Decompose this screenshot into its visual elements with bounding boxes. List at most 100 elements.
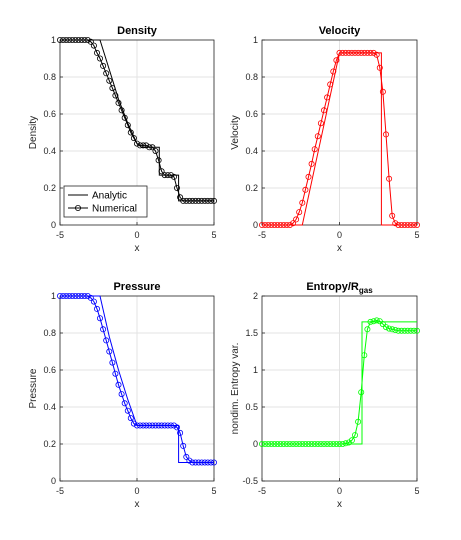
data-point bbox=[348, 49, 355, 56]
data-point bbox=[395, 221, 402, 228]
data-point bbox=[274, 440, 281, 447]
data-point bbox=[317, 440, 324, 447]
data-point bbox=[94, 305, 101, 312]
data-point bbox=[146, 144, 153, 151]
data-point bbox=[158, 168, 165, 175]
data-point bbox=[152, 147, 159, 154]
data-point bbox=[118, 107, 125, 114]
data-point bbox=[170, 422, 177, 429]
data-point bbox=[130, 135, 137, 142]
x-axis-label: x bbox=[337, 499, 342, 510]
data-point bbox=[320, 440, 327, 447]
y-tick-label: 2 bbox=[253, 291, 258, 301]
data-point bbox=[293, 216, 300, 223]
y-axis-label: nondim. Entropy var. bbox=[230, 343, 241, 435]
data-point bbox=[201, 197, 208, 204]
data-point bbox=[358, 389, 365, 396]
data-point bbox=[170, 173, 177, 180]
x-axis-label: x bbox=[337, 243, 342, 254]
y-tick-label: 0 bbox=[253, 220, 258, 230]
x-tick-label: 5 bbox=[211, 230, 216, 240]
data-point bbox=[69, 292, 76, 299]
y-tick-label: 0.8 bbox=[43, 328, 56, 338]
data-point bbox=[289, 440, 296, 447]
y-axis-label: Density bbox=[28, 116, 39, 149]
data-point bbox=[339, 49, 346, 56]
data-point bbox=[302, 440, 309, 447]
y-tick-label: 0 bbox=[51, 476, 56, 486]
data-point bbox=[293, 440, 300, 447]
data-point bbox=[87, 38, 94, 45]
data-point bbox=[167, 172, 174, 179]
y-tick-label: -0.5 bbox=[242, 476, 258, 486]
data-point bbox=[330, 440, 337, 447]
data-point bbox=[345, 49, 352, 56]
data-point bbox=[382, 131, 389, 138]
data-point bbox=[308, 160, 315, 167]
data-point bbox=[100, 62, 107, 69]
data-point bbox=[342, 49, 349, 56]
y-tick-label: 0.2 bbox=[43, 439, 56, 449]
data-point bbox=[112, 92, 119, 99]
data-point bbox=[258, 440, 265, 447]
data-point bbox=[72, 292, 79, 299]
data-point bbox=[280, 221, 287, 228]
data-point bbox=[413, 221, 420, 228]
data-point bbox=[395, 327, 402, 334]
y-tick-label: 1 bbox=[51, 35, 56, 45]
data-point bbox=[158, 422, 165, 429]
data-point bbox=[358, 49, 365, 56]
data-point bbox=[57, 37, 64, 44]
data-point bbox=[152, 422, 159, 429]
data-point bbox=[410, 221, 417, 228]
data-point bbox=[370, 318, 377, 325]
x-tick-label: 0 bbox=[337, 486, 342, 496]
data-point bbox=[361, 352, 368, 359]
data-point bbox=[404, 327, 411, 334]
data-point bbox=[330, 68, 337, 75]
data-point bbox=[407, 327, 414, 334]
chart-title: Pressure bbox=[113, 281, 160, 293]
data-point bbox=[137, 142, 144, 149]
subplot-4: -5 0 5 -0.5 0 0.5 1 1.5 2 Entropy/Rgas x nondim. En… bbox=[230, 281, 420, 510]
data-point bbox=[355, 418, 362, 425]
data-point bbox=[124, 407, 131, 414]
data-point bbox=[348, 437, 355, 444]
y-tick-label: 1 bbox=[51, 291, 56, 301]
y-tick-label: 1 bbox=[253, 35, 258, 45]
data-point bbox=[204, 197, 211, 204]
data-point bbox=[268, 440, 275, 447]
data-point bbox=[410, 327, 417, 334]
data-point bbox=[210, 459, 217, 466]
data-point bbox=[364, 326, 371, 333]
data-point bbox=[66, 292, 73, 299]
legend-entry-analytic: Analytic bbox=[92, 191, 127, 202]
data-point bbox=[333, 440, 340, 447]
data-point bbox=[333, 57, 340, 64]
legend-marker bbox=[75, 204, 82, 211]
data-point bbox=[258, 221, 265, 228]
y-tick-label: 0.8 bbox=[43, 72, 56, 82]
data-point bbox=[389, 212, 396, 219]
data-point bbox=[130, 420, 137, 427]
data-point bbox=[413, 327, 420, 334]
data-point bbox=[109, 359, 116, 366]
data-point bbox=[376, 64, 383, 71]
data-point bbox=[63, 37, 70, 44]
data-point bbox=[189, 459, 196, 466]
y-axis-label: Velocity bbox=[230, 115, 241, 149]
data-point bbox=[392, 326, 399, 333]
data-point bbox=[305, 440, 312, 447]
subplot-1: -5 0 500.20.40.60.81DensityxDensityAnalyti… bbox=[28, 25, 217, 254]
data-point bbox=[186, 457, 193, 464]
data-point bbox=[109, 85, 116, 92]
data-point bbox=[177, 194, 184, 201]
data-point bbox=[277, 221, 284, 228]
x-tick-label: -5 bbox=[56, 230, 64, 240]
y-tick-label: 0.8 bbox=[245, 72, 258, 82]
data-point bbox=[189, 197, 196, 204]
data-point bbox=[97, 55, 104, 62]
data-point bbox=[305, 173, 312, 180]
legend: Analytic Numerical bbox=[63, 185, 148, 218]
